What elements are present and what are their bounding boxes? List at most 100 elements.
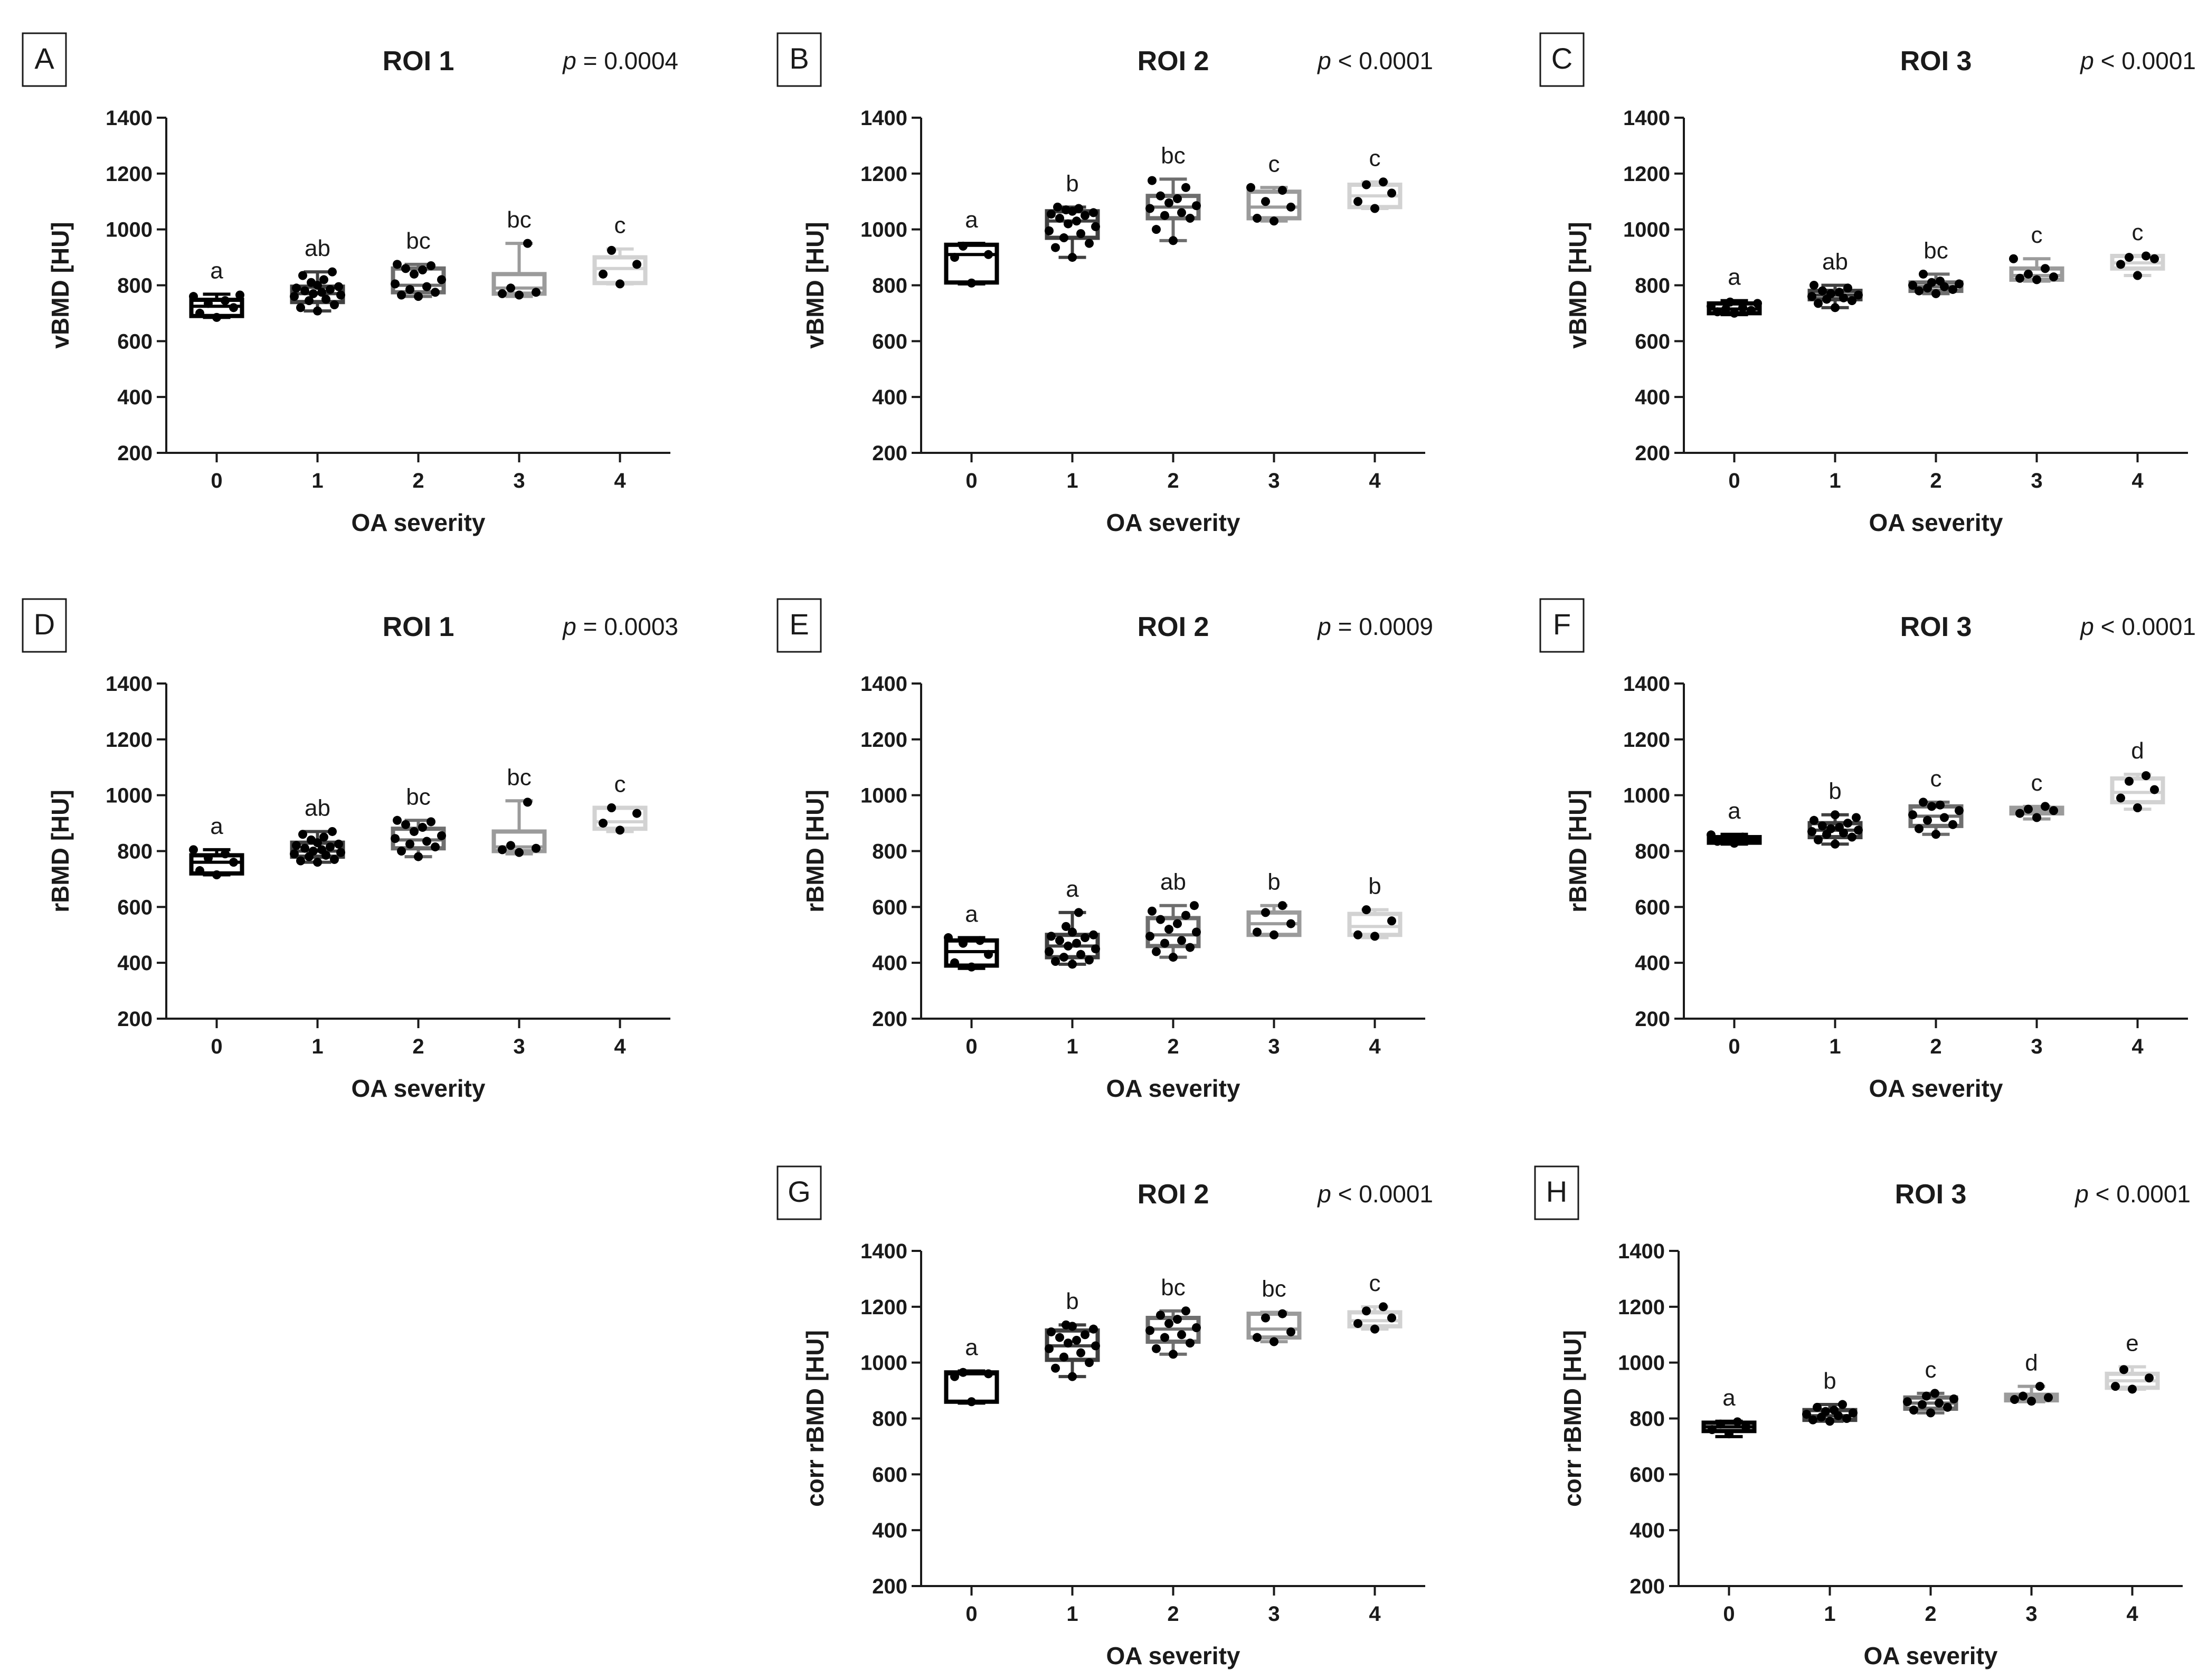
data-point [405,284,414,294]
data-point [317,288,326,297]
data-point [1713,837,1722,846]
data-point [1089,930,1098,939]
significance-letter: bc [406,784,430,810]
data-point [1246,183,1255,192]
data-point [1919,269,1928,279]
data-point [328,267,337,277]
box-group-2: bc [391,784,446,861]
x-tick-label: 1 [1824,1602,1835,1626]
x-tick-label: 2 [1167,469,1179,492]
data-point [950,1372,959,1381]
data-point [309,847,318,856]
x-tick-label: 2 [412,1035,424,1058]
x-tick-label: 2 [1930,1035,1941,1058]
data-point [1081,211,1089,220]
y-axis-label: vBMD [HU] [1564,222,1591,348]
data-point [1831,839,1840,849]
data-point [1059,1352,1068,1362]
data-point [959,241,968,251]
data-point [1923,815,1932,825]
y-tick-label: 600 [117,896,153,919]
data-point [1949,1394,1958,1403]
y-tick-label: 1400 [860,1240,907,1263]
data-point [290,292,299,301]
data-point [1838,1400,1847,1409]
y-tick-label: 1400 [106,672,153,696]
significance-letter: d [2131,738,2144,764]
data-point [1064,941,1073,951]
data-point [1062,205,1070,215]
data-point [1160,938,1169,948]
data-point [1081,1330,1089,1340]
panel-a: A ROI 1 p = 0.0004 200 400 600 800 1000 1200 1400… [22,32,678,536]
data-point [1931,830,1940,839]
data-point [1903,1397,1912,1407]
x-axis-label: OA severity [352,509,486,536]
data-point [1927,278,1936,287]
data-point [422,837,431,846]
data-point [391,834,400,843]
data-point [1387,188,1396,198]
x-tick-label: 1 [1066,469,1078,492]
x-tick-label: 3 [2031,1035,2042,1058]
box-group-3: bc [491,207,547,300]
box-group-2: bc [1908,238,1964,298]
data-point [1177,936,1186,945]
data-point [1192,1323,1201,1333]
p-value: p < 0.0001 [1316,47,1433,74]
data-point [1747,835,1756,844]
data-point [418,823,427,832]
box-group-1: ab [290,235,345,316]
data-point [1826,289,1835,298]
y-tick-label: 600 [872,1463,907,1486]
data-point [1854,825,1863,835]
data-point [1164,925,1173,934]
p-value: p = 0.0003 [562,613,678,640]
box-group-4: c [592,213,648,289]
significance-letter: a [965,207,978,233]
data-point [1807,827,1816,836]
chart-title: ROI 2 [1138,1179,1209,1210]
box-group-0: a [189,258,244,322]
data-point [330,855,339,864]
data-point [1370,932,1379,941]
x-axis-label: OA severity [352,1075,486,1102]
data-point [2049,272,2058,282]
panel-label-box [1539,598,1585,653]
data-point [290,849,299,859]
panel-e: E ROI 2 p = 0.0009 200 400 600 800 1000 1200 1400… [776,598,1433,1102]
data-point [2032,275,2041,284]
x-tick-label: 2 [1167,1602,1179,1626]
x-tick-label: 1 [311,469,323,492]
data-point [532,843,541,853]
data-point [2133,803,2142,812]
data-point [334,282,343,291]
data-point [1045,947,1054,956]
y-tick-label: 400 [1635,386,1670,409]
data-point [1253,214,1262,223]
data-point [195,866,204,876]
data-point [313,306,322,316]
data-point [1286,1327,1295,1336]
data-point [1825,1417,1834,1426]
data-point [1145,932,1154,941]
data-point [1173,919,1182,928]
x-tick-label: 3 [513,1035,525,1058]
data-point [437,275,446,284]
data-point [1169,236,1178,245]
data-point [2032,813,2041,822]
x-tick-label: 0 [965,469,977,492]
data-point [300,843,309,853]
x-tick-label: 2 [412,469,424,492]
data-point [1848,296,1856,306]
box-group-3: d [2004,1350,2059,1406]
y-tick-label: 1200 [860,163,907,186]
data-point [1156,1311,1165,1320]
x-tick-label: 0 [211,469,222,492]
data-point [1169,1350,1178,1359]
data-point [1353,930,1362,939]
y-tick-label: 1000 [860,1352,907,1375]
y-tick-label: 1400 [1623,107,1670,130]
data-point [1387,916,1396,926]
data-point [393,815,402,825]
